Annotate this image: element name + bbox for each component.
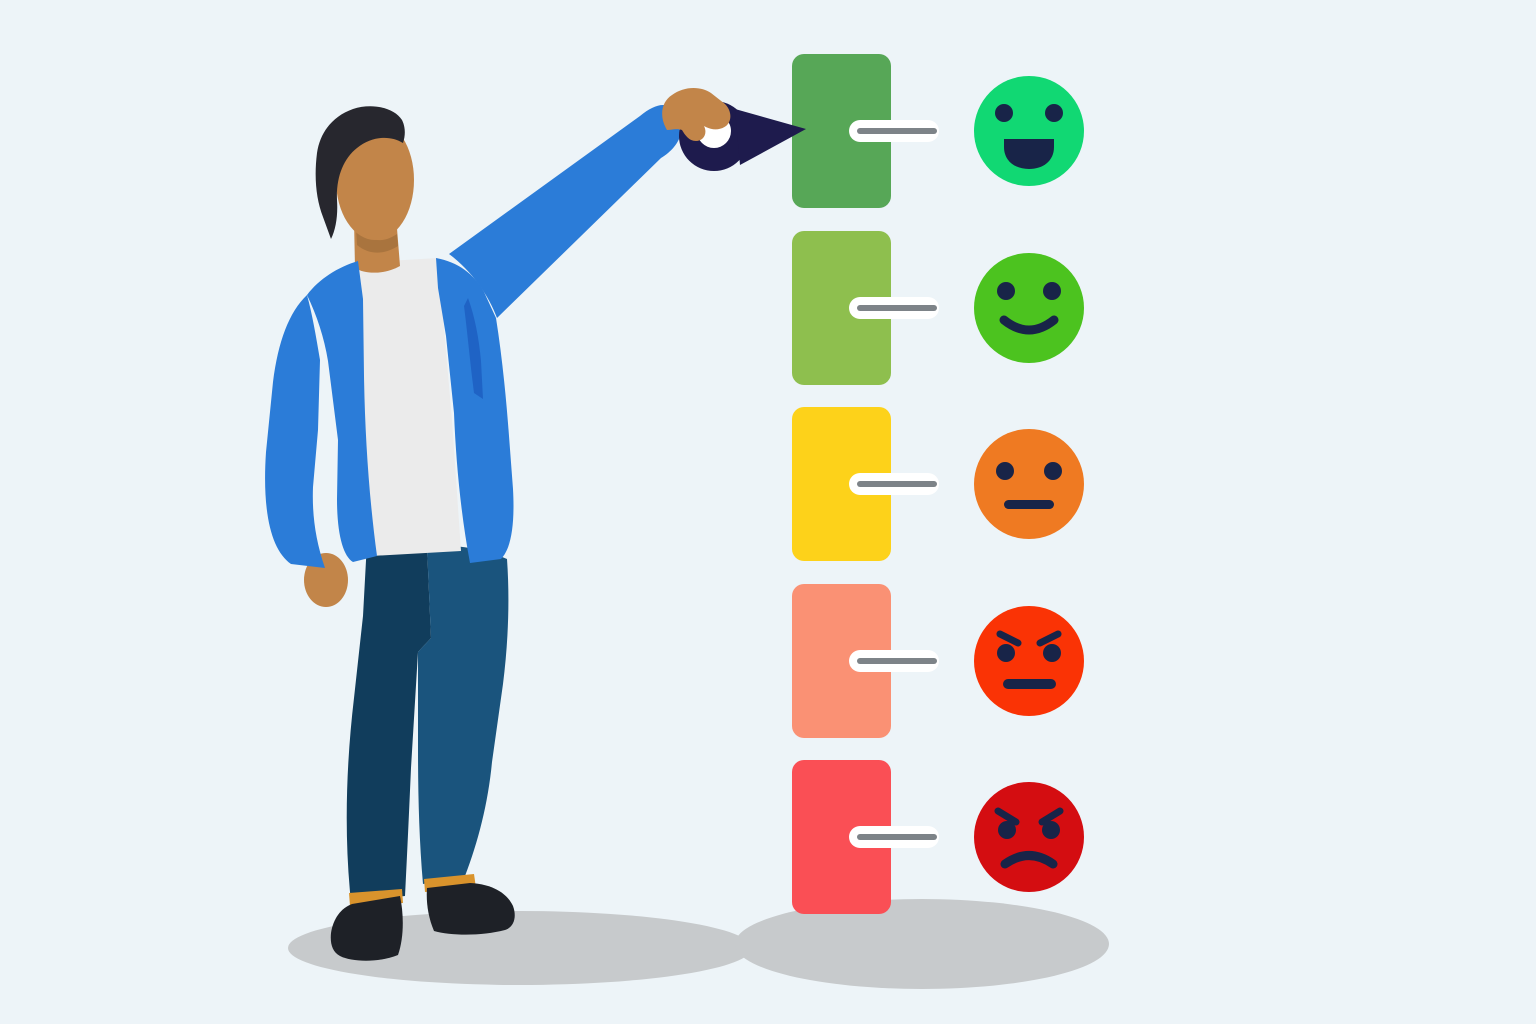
left-eye [997, 282, 1015, 300]
open-smile-mouth [1004, 139, 1054, 169]
smile-mouth [999, 315, 1059, 335]
right-eye [1043, 282, 1061, 300]
face-circle [974, 253, 1084, 363]
rating-block-very-positive [792, 54, 891, 208]
connector-line [857, 305, 937, 311]
jacket-shade [464, 298, 483, 399]
person-ground-shadow [288, 911, 752, 985]
rating-level-3 [792, 407, 939, 561]
rating-level-4 [792, 231, 939, 385]
raised-arm-sleeve [449, 105, 681, 318]
neutral-face-icon [974, 429, 1084, 539]
jacket-right-panel [436, 258, 514, 563]
right-eye [1043, 644, 1061, 662]
left-leg [346, 539, 431, 902]
right-eye [1045, 104, 1063, 122]
rating-scale [792, 54, 1084, 914]
face-circle [974, 606, 1084, 716]
connector-line [857, 128, 937, 134]
hair [315, 106, 405, 240]
left-eye [995, 104, 1013, 122]
straight-mouth [1004, 500, 1054, 509]
right-hand [662, 87, 731, 141]
left-eye [996, 462, 1014, 480]
left-angry-brow [994, 807, 1020, 826]
very-happy-face-icon [974, 76, 1084, 186]
rating-level-2 [792, 584, 939, 738]
right-angry-brow [1038, 807, 1064, 826]
pointer-tip [735, 109, 806, 165]
right-angry-brow [1036, 630, 1062, 647]
scale-ground-shadow [735, 899, 1109, 989]
straight-mouth [1003, 679, 1056, 689]
rating-block-very-negative [792, 760, 891, 914]
right-eye [1042, 821, 1060, 839]
angry-face-icon [974, 606, 1084, 716]
person [265, 87, 806, 961]
right-shoe [426, 883, 515, 935]
jacket-left-panel [307, 261, 377, 562]
connector-line [857, 658, 937, 664]
left-angry-brow [996, 630, 1022, 647]
rating-block-positive [792, 231, 891, 385]
face-circle [974, 782, 1084, 892]
face-circle [974, 429, 1084, 539]
rating-level-1 [792, 760, 939, 914]
very-angry-face-icon [974, 782, 1084, 892]
happy-face-icon [974, 253, 1084, 363]
frown-mouth [1000, 851, 1058, 869]
left-arm-sleeve [265, 295, 325, 568]
rating-level-5 [792, 54, 939, 208]
neck-shadow [356, 228, 398, 253]
face-circle [974, 76, 1084, 186]
right-leg [418, 545, 509, 884]
left-shoe [330, 896, 403, 961]
rating-block-neutral [792, 407, 891, 561]
left-eye [997, 644, 1015, 662]
left-eye [998, 821, 1016, 839]
connector-line [857, 481, 937, 487]
right-eye [1044, 462, 1062, 480]
shirt [352, 258, 461, 556]
rating-block-negative [792, 584, 891, 738]
head [336, 120, 414, 240]
connector-line [857, 834, 937, 840]
